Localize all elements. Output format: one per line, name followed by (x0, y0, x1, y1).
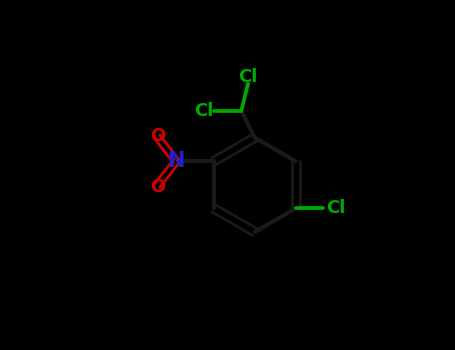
Text: Cl: Cl (326, 199, 346, 217)
Text: O: O (150, 127, 165, 145)
Text: N: N (167, 151, 185, 171)
Text: O: O (150, 178, 165, 196)
Text: Cl: Cl (238, 68, 258, 86)
Text: Cl: Cl (194, 102, 213, 120)
